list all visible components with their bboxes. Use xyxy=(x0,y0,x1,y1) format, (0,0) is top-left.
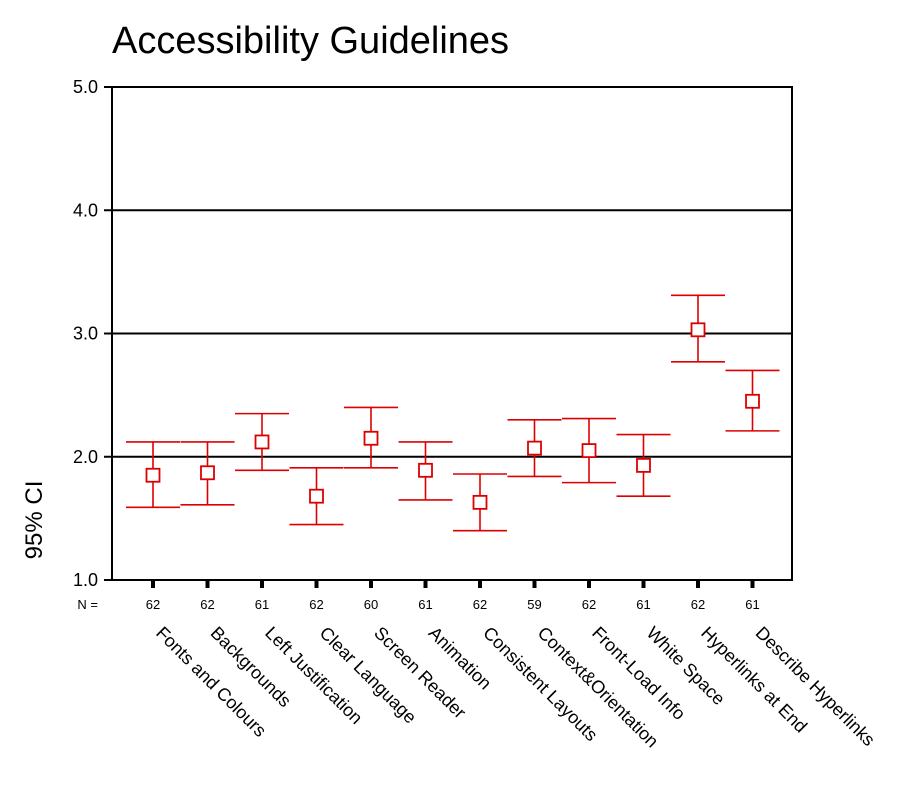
n-label: 62 xyxy=(582,597,596,612)
mean-marker xyxy=(200,465,215,481)
error-bar xyxy=(671,294,725,363)
n-label: 61 xyxy=(418,597,432,612)
error-bar xyxy=(180,441,235,506)
error-bar xyxy=(398,441,453,501)
error-bars xyxy=(126,294,780,532)
mean-marker xyxy=(581,443,597,458)
error-bar xyxy=(562,417,616,484)
category-label: Clear Language xyxy=(316,623,421,728)
mean-marker xyxy=(254,434,270,450)
y-tick-label: 2.0 xyxy=(73,447,98,467)
mean-marker xyxy=(309,488,324,504)
n-label: 62 xyxy=(309,597,323,612)
mean-marker xyxy=(690,322,706,338)
n-label: 62 xyxy=(691,597,705,612)
error-bar xyxy=(725,369,780,432)
mean-marker xyxy=(745,393,760,409)
chart-title: Accessibility Guidelines xyxy=(112,20,509,62)
error-bar xyxy=(616,433,671,497)
error-bar xyxy=(235,412,289,472)
mean-marker xyxy=(636,457,651,473)
error-bar xyxy=(453,473,507,532)
mean-marker xyxy=(472,494,488,510)
category-label: Left Justification xyxy=(261,623,366,728)
n-label: 62 xyxy=(146,597,160,612)
y-axis-ticks: 1.0 2.0 3.0 4.0 5.0 xyxy=(73,77,112,590)
n-label: 62 xyxy=(200,597,214,612)
error-bar xyxy=(289,467,344,526)
gridlines xyxy=(112,209,792,458)
y-tick-label: 5.0 xyxy=(73,77,98,97)
n-label: 61 xyxy=(255,597,269,612)
n-label: 61 xyxy=(636,597,650,612)
error-bar xyxy=(507,418,562,478)
error-bar xyxy=(344,406,398,469)
y-tick-label: 4.0 xyxy=(73,200,98,220)
mean-marker xyxy=(145,467,161,483)
y-tick-label: 3.0 xyxy=(73,324,98,344)
error-bar xyxy=(126,441,180,509)
n-label: 61 xyxy=(745,597,759,612)
n-label: 62 xyxy=(473,597,487,612)
y-tick-label: 1.0 xyxy=(73,570,98,590)
n-labels: 62 62 61 62 60 61 62 59 62 61 62 61 xyxy=(146,580,760,612)
mean-marker xyxy=(363,430,379,446)
n-prefix: N = xyxy=(77,597,98,612)
n-label: 59 xyxy=(527,597,541,612)
category-label: Front-Load Info xyxy=(588,623,689,724)
y-axis-label: 95% CI xyxy=(21,481,48,560)
mean-marker xyxy=(418,462,433,478)
n-label: 60 xyxy=(364,597,378,612)
mean-marker xyxy=(527,440,542,456)
